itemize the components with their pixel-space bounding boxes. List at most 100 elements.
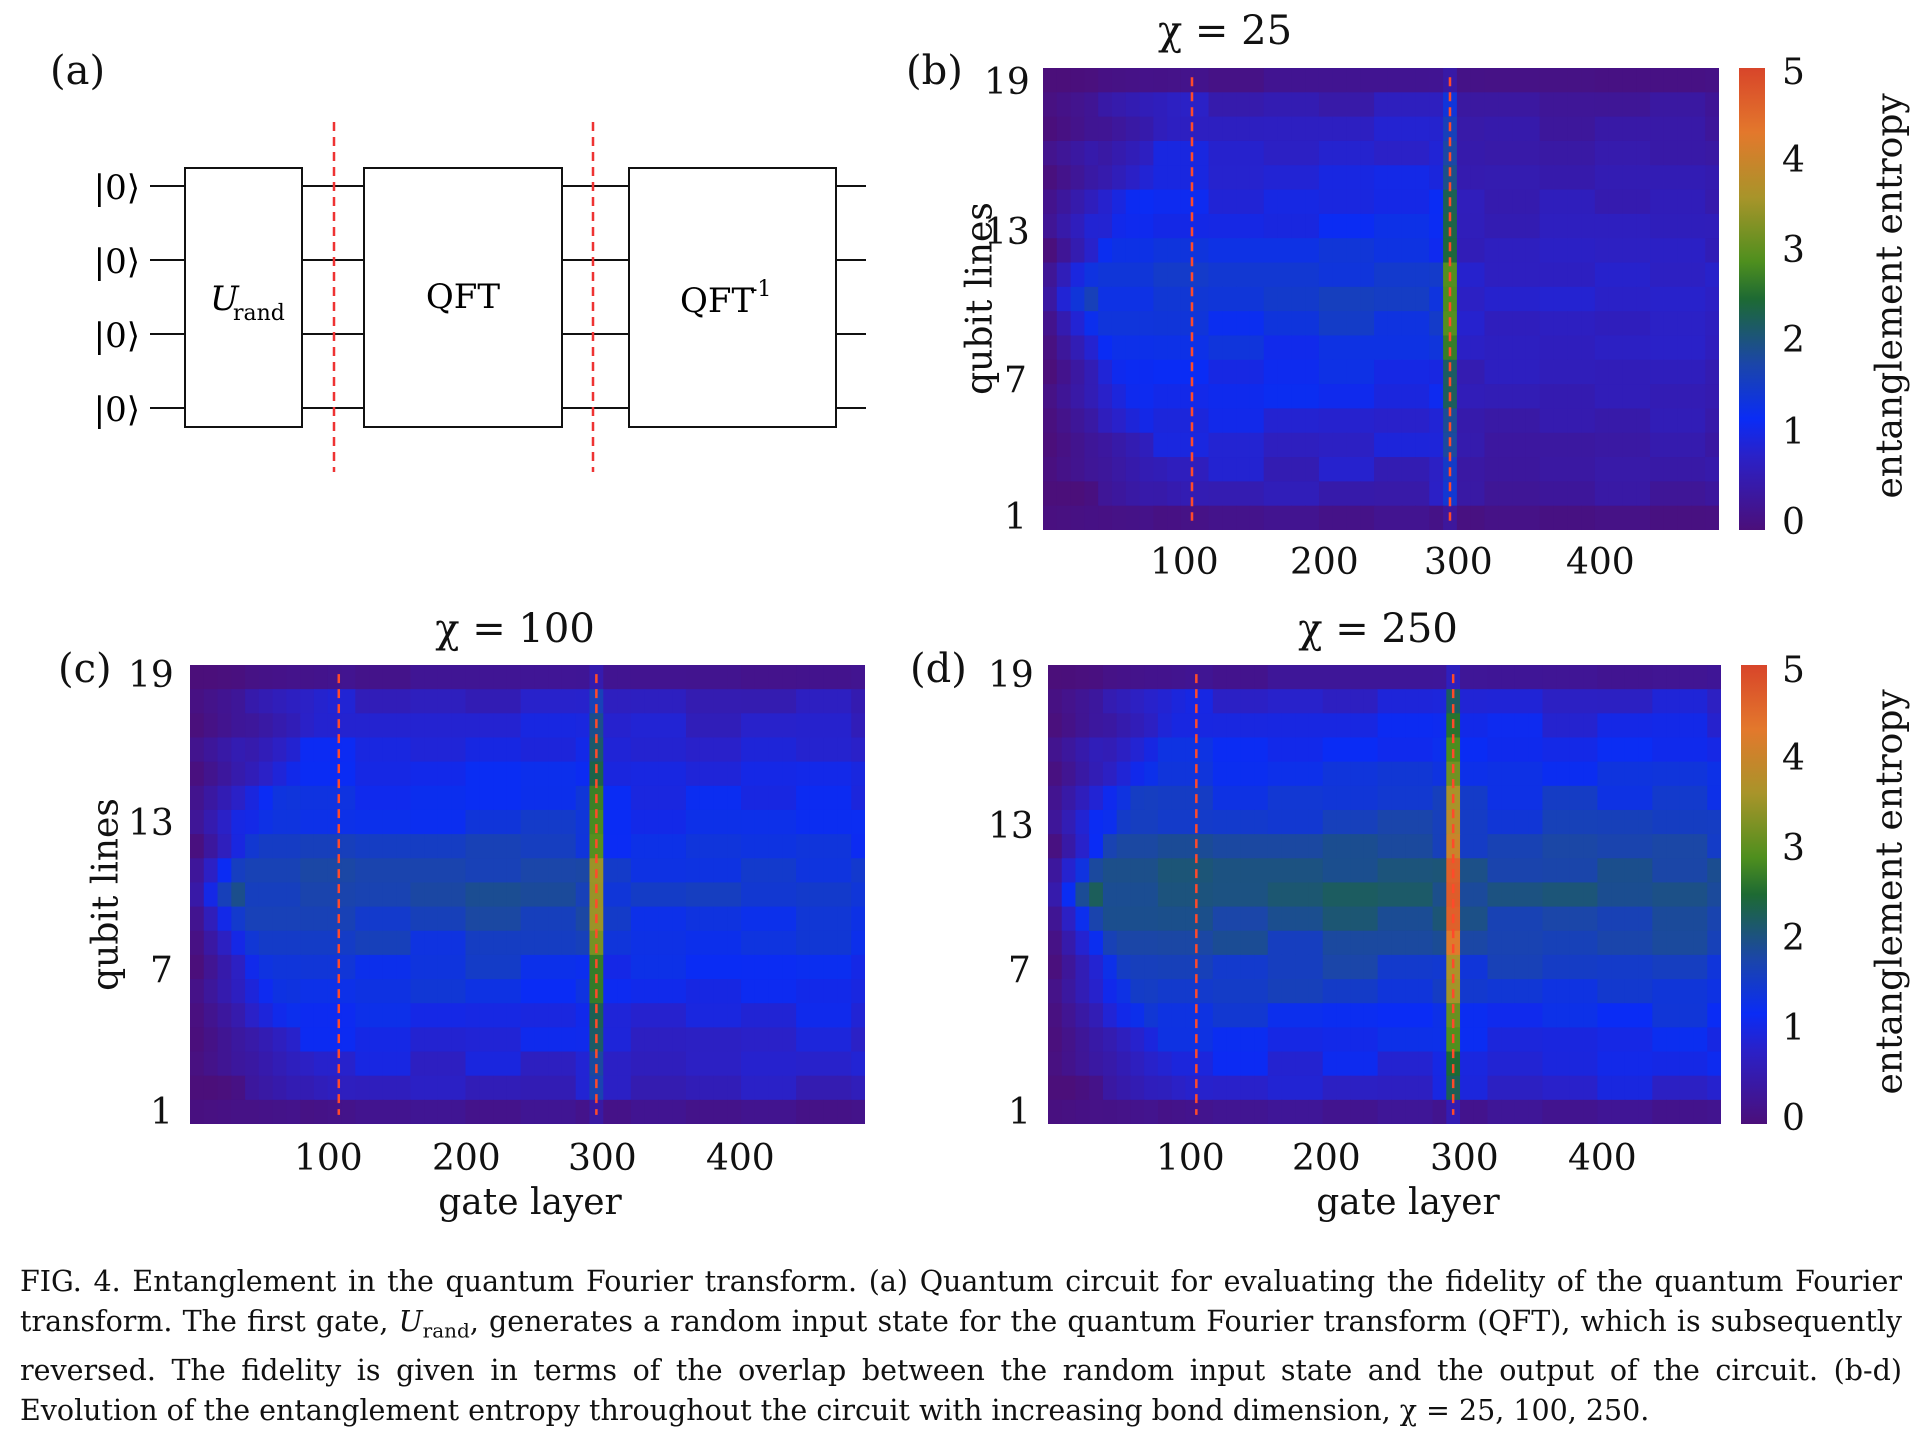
heatmap-cell xyxy=(782,1003,797,1028)
heatmap-cell xyxy=(603,713,618,739)
heatmap-cell xyxy=(1581,213,1596,239)
heatmap-cell xyxy=(1350,689,1365,714)
heatmap-cell xyxy=(630,761,646,787)
heatmap-cell xyxy=(837,1075,852,1101)
heatmap-cell xyxy=(1693,665,1708,690)
heatmap-cell xyxy=(644,713,659,739)
heatmap-cell xyxy=(1061,713,1077,739)
heatmap-cell xyxy=(1226,761,1241,787)
heatmap-cell xyxy=(479,1003,494,1028)
heatmap-cell xyxy=(1363,858,1379,884)
heatmap-cell xyxy=(1569,761,1585,787)
heatmap-cell xyxy=(272,834,288,859)
heatmap-cell xyxy=(658,689,673,714)
heatmap-cell xyxy=(603,906,618,932)
heatmap-cell xyxy=(520,882,535,908)
heatmap-cell xyxy=(1346,262,1361,288)
heatmap-cell xyxy=(1102,1003,1118,1028)
heatmap-cell xyxy=(203,689,219,714)
heatmap-cell xyxy=(1539,140,1555,166)
heatmap-cell xyxy=(1199,809,1214,835)
heatmap-cell xyxy=(699,882,715,908)
heatmap-cell xyxy=(1084,311,1099,337)
heatmap-cell xyxy=(1693,713,1708,739)
heatmap-cell xyxy=(589,882,604,908)
heatmap-cell xyxy=(1652,1003,1667,1028)
heatmap-cell xyxy=(1679,809,1695,835)
heatmap-cell xyxy=(1636,116,1651,142)
heatmap-cell xyxy=(1512,359,1527,385)
heatmap-cell xyxy=(1102,665,1118,690)
heatmap-cell xyxy=(727,954,742,980)
heatmap-cell xyxy=(1194,165,1210,191)
heatmap-cell xyxy=(782,713,797,739)
heatmap-cell xyxy=(1608,384,1624,410)
heatmap-cell xyxy=(837,834,852,859)
heatmap-cell xyxy=(479,737,494,763)
heatmap-cell xyxy=(1305,457,1320,482)
heatmap-cell xyxy=(1707,979,1721,1004)
heatmap-cell xyxy=(217,979,232,1004)
heatmap-cell xyxy=(493,858,508,884)
heatmap-cell xyxy=(520,809,535,835)
heatmap-cell xyxy=(506,1075,522,1101)
heatmap-cell xyxy=(424,809,439,835)
heatmap-cell xyxy=(1212,1099,1228,1124)
heatmap-cell xyxy=(1594,116,1610,142)
heatmap-cell xyxy=(1208,457,1223,482)
heatmap-cell xyxy=(520,665,535,690)
heatmap-cell xyxy=(1677,165,1693,191)
heatmap-cell xyxy=(1336,954,1351,980)
heatmap-cell xyxy=(658,979,673,1004)
heatmap-cell xyxy=(1139,359,1154,385)
heatmap-cell xyxy=(190,665,205,690)
heatmap-cell xyxy=(1171,1003,1186,1028)
heatmap-cell xyxy=(1470,262,1486,288)
heatmap-cell xyxy=(561,1003,577,1028)
heatmap-cell xyxy=(203,930,219,956)
heatmap-cell xyxy=(451,954,467,980)
heatmap-cell xyxy=(1153,213,1168,239)
heatmap-cell xyxy=(190,737,205,763)
heatmap-cell xyxy=(1308,737,1324,763)
heatmap-cell xyxy=(1638,665,1653,690)
heatmap-cell xyxy=(1374,262,1389,288)
heatmap-cell xyxy=(1070,68,1085,93)
heatmap-cell xyxy=(437,1003,453,1028)
heatmap-cell xyxy=(1075,834,1090,859)
heatmap-cell xyxy=(1525,140,1541,166)
heatmap-cell xyxy=(1236,457,1251,482)
heatmap-cell xyxy=(1405,713,1420,739)
heatmap-cell xyxy=(1594,92,1610,118)
heatmap-cell xyxy=(1679,1027,1695,1053)
heatmap-cell xyxy=(1597,858,1612,884)
heatmap-cell xyxy=(561,713,577,739)
heatmap-cell xyxy=(1208,359,1223,385)
heatmap-cell xyxy=(1611,1099,1626,1124)
heatmap-cell xyxy=(1056,505,1072,530)
heatmap-cell xyxy=(1305,408,1320,434)
heatmap-cell xyxy=(1473,930,1489,956)
heatmap-cell xyxy=(1267,954,1283,980)
heatmap-cell xyxy=(741,1003,756,1028)
heatmap-cell xyxy=(1569,785,1585,811)
heatmap-cell xyxy=(1254,930,1269,956)
heatmap-cell xyxy=(851,1051,865,1077)
heatmap-cell xyxy=(1473,809,1489,835)
heatmap-cell xyxy=(1581,432,1596,458)
heatmap-cell xyxy=(493,882,508,908)
heatmap-cell xyxy=(754,761,770,787)
heatmap-cell xyxy=(1569,858,1585,884)
y-tick-label: 1 xyxy=(150,1092,173,1133)
heatmap-cell xyxy=(1691,505,1706,530)
heatmap-cell xyxy=(1707,1003,1721,1028)
heatmap-cell xyxy=(396,954,412,980)
heatmap-cell xyxy=(1377,979,1392,1004)
heatmap-cell xyxy=(1249,408,1265,434)
heatmap-cell xyxy=(493,689,508,714)
heatmap-cell xyxy=(1597,882,1612,908)
heatmap-cell xyxy=(1663,432,1679,458)
colorbar-tick: 1 xyxy=(1782,412,1805,453)
heatmap-cell xyxy=(341,882,356,908)
heatmap-cell xyxy=(465,882,480,908)
